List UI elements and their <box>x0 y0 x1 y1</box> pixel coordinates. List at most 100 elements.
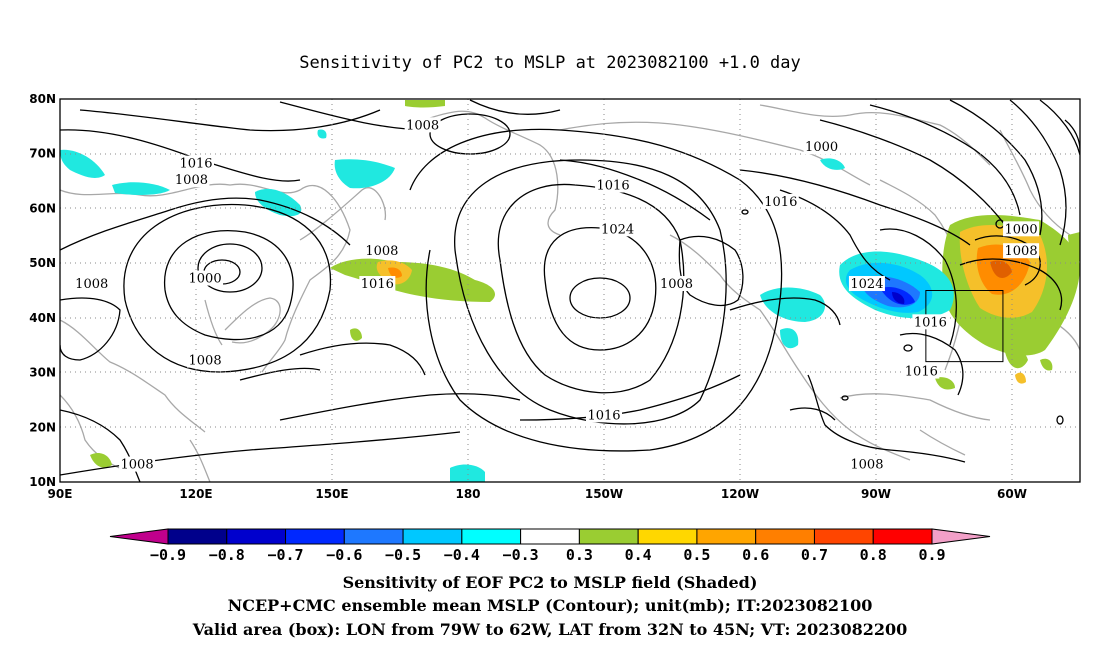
colorbar-label: 0.8 <box>860 546 887 564</box>
colorbar-swatch <box>461 528 522 545</box>
contour-label: 1008 <box>658 276 695 292</box>
colorbar-label: −0.6 <box>326 546 362 564</box>
contour-label: 1016 <box>762 193 799 210</box>
contour-label: 1016 <box>359 276 396 292</box>
colorbar-swatch <box>402 528 463 545</box>
svg-text:1016: 1016 <box>361 277 394 292</box>
svg-text:1000: 1000 <box>189 272 222 287</box>
lon-label: 150E <box>315 487 348 501</box>
svg-text:1016: 1016 <box>597 179 630 194</box>
colorbar-label: 0.3 <box>566 546 593 564</box>
contour-label: 1016 <box>912 314 949 330</box>
colorbar-swatch <box>167 528 228 545</box>
svg-text:1016: 1016 <box>764 195 797 210</box>
mslp-contours <box>60 99 1080 482</box>
contour-label: 1016 <box>178 155 214 172</box>
map-title: Sensitivity of PC2 to MSLP at 2023082100… <box>299 53 801 73</box>
lat-label: 80N <box>29 92 56 106</box>
contour-label: 1008 <box>73 276 110 292</box>
lon-label: 120E <box>179 487 212 501</box>
lon-label: 150W <box>585 487 623 501</box>
contour-label: 1008 <box>363 243 400 259</box>
contour-label: 1000 <box>187 270 224 287</box>
colorbar-swatch <box>343 528 404 545</box>
colorbar-swatch <box>755 528 815 545</box>
contour-label: 1024 <box>599 221 636 237</box>
colorbar-label: 0.9 <box>918 546 945 564</box>
lon-label: 90E <box>48 487 73 501</box>
colorbar-swatch <box>813 528 874 545</box>
colorbar-label: −0.9 <box>150 546 186 564</box>
contour-label: 1016 <box>595 177 632 194</box>
svg-text:1024: 1024 <box>850 277 883 292</box>
captions: Sensitivity of EOF PC2 to MSLP field (Sh… <box>192 573 908 639</box>
colorbar-swatch <box>637 528 698 545</box>
latitude-labels: 80N 70N 60N 50N 40N 30N 20N 10N <box>29 92 56 489</box>
colorbar-swatch <box>872 528 933 545</box>
svg-text:1016: 1016 <box>905 365 938 380</box>
contour-labels: 1008101610081000101610161024100810001008… <box>73 117 1040 473</box>
lat-label: 60N <box>29 201 56 215</box>
colorbar-label: −0.5 <box>385 546 421 564</box>
lon-label: 120W <box>721 487 759 501</box>
svg-text:1000: 1000 <box>805 140 838 155</box>
contour-label: 1000 <box>1003 221 1040 237</box>
contour-label: 1016 <box>903 363 940 380</box>
svg-text:1024: 1024 <box>601 222 634 237</box>
colorbar-label: 0.4 <box>625 546 652 564</box>
contour-label: 1024 <box>848 276 885 292</box>
colorbar-high-arrow <box>931 528 991 545</box>
colorbar-swatch <box>285 528 345 545</box>
contour-label: 1008 <box>848 456 885 473</box>
svg-text:1008: 1008 <box>850 458 883 473</box>
contour-label: 1008 <box>187 352 224 369</box>
svg-text:1008: 1008 <box>75 277 108 292</box>
lat-label: 20N <box>29 420 56 434</box>
map-frame <box>59 98 1081 483</box>
map-panel: 1008101610081000101610161024100810001008… <box>29 92 1081 501</box>
colorbar-label: −0.3 <box>503 546 539 564</box>
svg-text:1016: 1016 <box>914 315 947 330</box>
longitude-labels: 90E 120E 150E 180 150W 120W 90W 60W <box>48 487 1027 501</box>
colorbar-label: 0.7 <box>801 546 828 564</box>
svg-text:1008: 1008 <box>121 458 154 473</box>
lat-label: 40N <box>29 311 56 325</box>
colorbar-swatch <box>226 528 287 545</box>
svg-text:1016: 1016 <box>179 157 212 172</box>
lon-label: 60W <box>997 487 1027 501</box>
svg-text:1008: 1008 <box>1005 244 1038 259</box>
colorbar-label: 0.5 <box>683 546 710 564</box>
lon-label: 180 <box>455 487 480 501</box>
contour-label: 1008 <box>173 172 210 188</box>
colorbar: −0.9 −0.8 −0.7 −0.6 −0.5 −0.4 −0.3 0.3 0.4 0.5 0.6… <box>109 528 991 564</box>
svg-text:1008: 1008 <box>660 277 693 292</box>
colorbar-label: −0.4 <box>444 546 480 564</box>
caption-line-3: Valid area (box): LON from 79W to 62W, L… <box>192 620 908 639</box>
colorbar-swatch <box>578 528 639 545</box>
contour-label: 1008 <box>404 117 441 133</box>
svg-text:1008: 1008 <box>175 173 208 188</box>
colorbar-swatch <box>520 528 580 545</box>
svg-text:1008: 1008 <box>365 244 398 259</box>
contour-label: 1016 <box>586 407 622 423</box>
caption-line-1: Sensitivity of EOF PC2 to MSLP field (Sh… <box>343 573 758 592</box>
contour-label: 1008 <box>119 456 156 473</box>
colorbar-label: 0.6 <box>742 546 769 564</box>
svg-text:1008: 1008 <box>406 118 439 133</box>
colorbar-label: −0.7 <box>267 546 303 564</box>
lon-label: 90W <box>861 487 891 501</box>
svg-text:1000: 1000 <box>1005 222 1038 237</box>
svg-text:1008: 1008 <box>189 354 222 369</box>
colorbar-low-arrow <box>109 528 169 545</box>
colorbar-label: −0.8 <box>209 546 245 564</box>
contour-label: 1008 <box>1003 243 1040 259</box>
lat-label: 70N <box>29 147 56 161</box>
colorbar-swatch <box>696 528 757 545</box>
caption-line-2: NCEP+CMC ensemble mean MSLP (Contour); u… <box>228 596 873 615</box>
lat-label: 50N <box>29 256 56 270</box>
contour-label: 1000 <box>803 139 840 155</box>
svg-text:1016: 1016 <box>587 408 620 423</box>
positive-sensitivity-shading <box>90 100 1080 468</box>
lat-label: 30N <box>29 366 56 380</box>
lat-label: 10N <box>29 475 56 489</box>
